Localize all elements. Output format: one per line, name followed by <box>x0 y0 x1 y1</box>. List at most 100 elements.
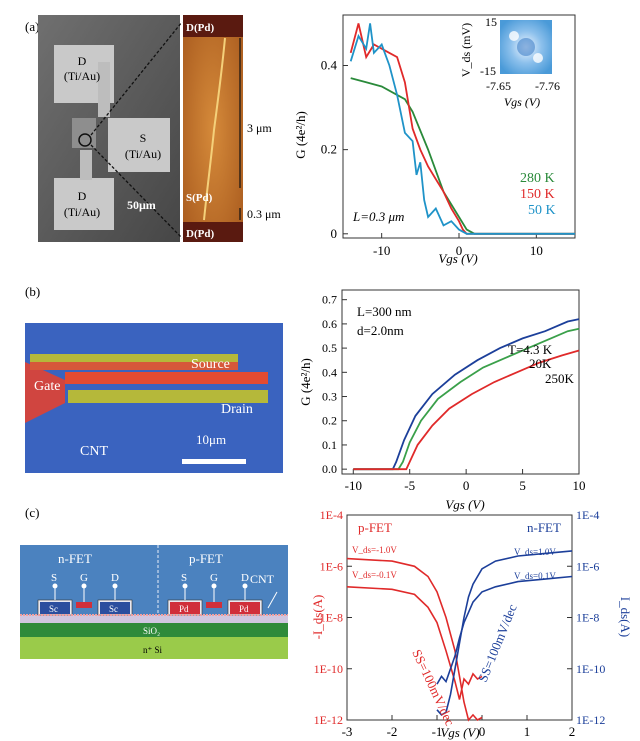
panel-label-b: (b) <box>25 284 40 299</box>
schem-cnt: CNT <box>250 572 275 586</box>
chart-c-vds-n-low: V_ds=0.1V <box>514 571 556 581</box>
chart-b-series-line <box>353 318 580 471</box>
sem-b-scale-text: 10μm <box>196 432 226 447</box>
chart-b-ytick-label: 0.6 <box>322 317 337 331</box>
chart-b-ylabel: G (4e²/h) <box>298 358 313 406</box>
chart-b-xtick-label: 0 <box>463 478 470 493</box>
chart-b-label-250k: 250K <box>545 371 575 386</box>
chart-c-right-ytick-label: 1E-8 <box>576 611 599 625</box>
chart-c-left-ytick-label: 1E-10 <box>314 662 343 676</box>
chart-b-xtick-label: 5 <box>519 478 526 493</box>
chart-a-ytick-label: 0.4 <box>321 57 338 72</box>
chart-c-right-ylabel: I_ds(A) <box>618 597 633 637</box>
chart-b-ytick-label: 0.0 <box>322 462 337 476</box>
inset-xtick-right: -7.76 <box>535 79 560 93</box>
chart-a-xtick-label: -10 <box>373 243 390 258</box>
chart-c-xtick-label: 2 <box>569 724 576 739</box>
chart-b-diameter-annotation: d=2.0nm <box>357 323 404 338</box>
inset-xlabel: Vgs (V) <box>504 95 540 109</box>
pad-d-bottom-label: D <box>78 189 87 203</box>
chart-a-legend-150k: 150 K <box>520 187 555 202</box>
chart-a-inset: 15 -15 V_ds (mV) -7.65 -7.76 Vgs (V) <box>459 15 560 109</box>
chart-c-xtick-label: -2 <box>387 724 398 739</box>
chart-c-right-ytick-label: 1E-10 <box>576 662 605 676</box>
panel-label-c: (c) <box>25 505 39 520</box>
chart-c-xlabel: Vgs (V) <box>440 725 479 740</box>
chart-c-ss-n: SS=100mV/dec <box>475 602 520 684</box>
inset-ytick-bottom: -15 <box>480 64 496 78</box>
afm-length-short: 0.3 μm <box>247 207 281 221</box>
schem-sc-1: Sc <box>49 604 58 614</box>
schem-pfet: p-FET <box>189 551 223 566</box>
sem-b-source: Source <box>191 357 230 372</box>
afm-mid-label: S(Pd) <box>186 192 213 204</box>
chart-a-length-annotation: L=0.3 μm <box>352 209 404 224</box>
schem-pd-2: Pd <box>239 604 249 614</box>
afm-image-a: D(Pd) S(Pd) D(Pd) 3 μm 0.3 μm <box>183 15 281 242</box>
chart-a-ylabel: G (4e²/h) <box>293 111 308 159</box>
pad-s-label: S <box>140 131 147 145</box>
chart-b-ytick-label: 0.3 <box>322 390 337 404</box>
chart-a-xtick-label: 0 <box>456 243 463 258</box>
chart-c-xtick-label: -3 <box>342 724 353 739</box>
pad-d-top-label: D <box>78 54 87 68</box>
chart-c-xtick-label: 0 <box>479 724 486 739</box>
chart-b: -10 -5 0 5 10 0.0 0.1 0.2 0.3 0.4 0.5 0.6 0.7 G (4e²… <box>298 289 586 512</box>
schem-si: n⁺ Si <box>143 645 163 655</box>
sem-image-b: Gate Source Drain CNT 10μm <box>25 323 283 473</box>
chart-a-legend-280k: 280 K <box>520 171 555 186</box>
chart-a-xtick-label: 10 <box>530 243 543 258</box>
afm-length-long: 3 μm <box>247 121 272 135</box>
chart-c-ss-p: SS=100mV/dec <box>409 647 458 728</box>
chart-c-series-line <box>436 575 573 685</box>
chart-c-pfet-label: p-FET <box>358 520 392 535</box>
chart-c-vds-n-high: V_ds=1.0V <box>514 547 556 557</box>
afm-bottom-label: D(Pd) <box>186 228 214 240</box>
chart-b-xtick-label: -10 <box>345 478 362 493</box>
schem-sio2: SiO₂ <box>143 626 160 636</box>
pad-s-metal: (Ti/Au) <box>125 147 161 161</box>
chart-b-series-line <box>353 327 580 471</box>
schem-p-g: G <box>210 572 218 584</box>
afm-top-label: D(Pd) <box>186 22 214 34</box>
sem-b-drain: Drain <box>221 402 253 417</box>
chart-c-left-ytick-label: 1E-6 <box>320 559 343 573</box>
chart-c-left-ytick-label: 1E-8 <box>320 611 343 625</box>
chart-c-vds-p-high: V_ds=-1.0V <box>352 545 397 555</box>
chart-b-ytick-label: 0.1 <box>322 438 337 452</box>
chart-c-left-ytick-label: 1E-12 <box>314 713 343 727</box>
chart-c-left-ytick-label: 1E-4 <box>320 508 343 522</box>
chart-c-right-ytick-label: 1E-12 <box>576 713 605 727</box>
chart-a-legend-50k: 50 K <box>528 203 556 218</box>
schem-nfet: n-FET <box>58 551 92 566</box>
chart-c-nfet-label: n-FET <box>527 520 561 535</box>
sem-scale-text: 50μm <box>127 198 156 212</box>
sem-b-gate: Gate <box>34 379 60 394</box>
chart-a-xlabel: Vgs (V) <box>438 251 477 266</box>
schematic-c: n-FET p-FET S G D S G D CNT Sc Sc Pd Pd … <box>20 545 288 659</box>
sem-b-cnt: CNT <box>80 444 108 459</box>
chart-b-xtick-label: 10 <box>573 478 586 493</box>
chart-c-left-ylabel: -I_ds(A) <box>310 595 325 640</box>
chart-a-ytick-label: 0 <box>331 226 338 241</box>
pad-d-bottom-metal: (Ti/Au) <box>64 205 100 219</box>
chart-b-ytick-label: 0.2 <box>322 414 337 428</box>
chart-a-ytick-label: 0.2 <box>321 142 337 157</box>
chart-c-xtick-label: 1 <box>524 724 531 739</box>
chart-b-series-line <box>353 349 580 471</box>
schem-sc-2: Sc <box>109 604 118 614</box>
chart-a-series-line <box>349 23 575 235</box>
schem-n-g: G <box>80 572 88 584</box>
inset-ytick-top: 15 <box>485 15 497 29</box>
sem-image-a: D (Ti/Au) S (Ti/Au) D (Ti/Au) 50μm <box>38 15 183 242</box>
chart-b-ytick-label: 0.5 <box>322 341 337 355</box>
chart-c-right-ytick-label: 1E-6 <box>576 559 599 573</box>
schem-n-s: S <box>51 572 57 584</box>
inset-xtick-left: -7.65 <box>486 79 511 93</box>
chart-b-ytick-label: 0.7 <box>322 293 337 307</box>
device-circle-marker <box>78 133 92 147</box>
schem-pd-1: Pd <box>179 604 189 614</box>
chart-b-ytick-label: 0.4 <box>322 365 337 379</box>
chart-b-length-annotation: L=300 nm <box>357 304 412 319</box>
